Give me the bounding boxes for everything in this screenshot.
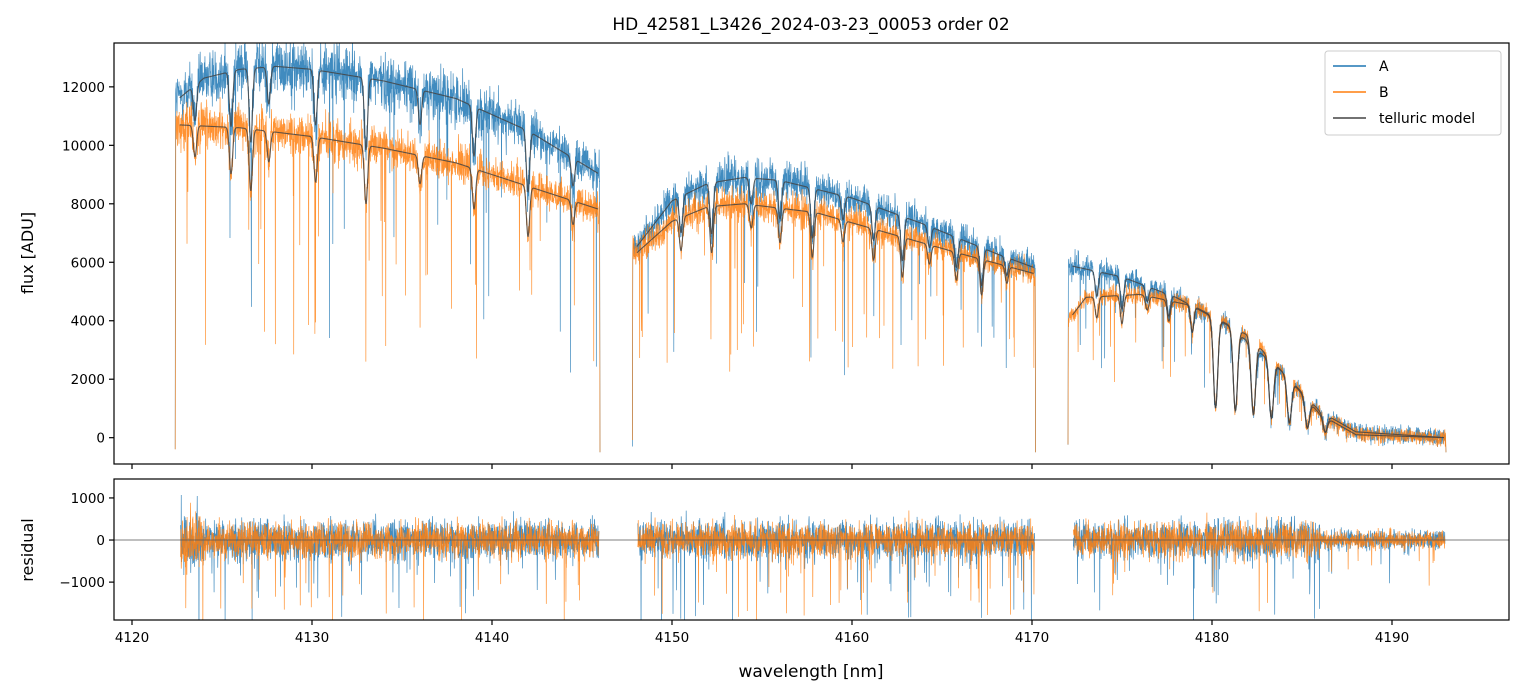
- spectrum-y-tick-label: 8000: [71, 197, 105, 213]
- x-tick-label: 4160: [835, 630, 869, 646]
- spectrum-y-tick-label: 6000: [71, 255, 105, 271]
- residual-y-axis-label: residual: [18, 518, 37, 581]
- residual-y-tick-label: 0: [96, 533, 105, 549]
- x-tick-label: 4140: [475, 630, 509, 646]
- x-tick-label: 4130: [295, 630, 329, 646]
- spectrum-y-tick-label: 0: [96, 431, 105, 447]
- legend-label-b: B: [1379, 85, 1389, 101]
- telluric-model-a-line: [179, 65, 1445, 439]
- x-tick-label: 4180: [1195, 630, 1229, 646]
- spectrum-y-axis-label: flux [ADU]: [18, 212, 37, 294]
- chart-title: HD_42581_L3426_2024-03-23_00053 order 02: [612, 15, 1009, 35]
- spectrum-y-tick-label: 12000: [62, 80, 105, 96]
- residual-panel: −1000 0 1000 4120 4130 4140 4150 4160 4170 4180 4…: [18, 478, 1510, 682]
- telluric-model-b-line: [179, 124, 1445, 439]
- spectrum-y-tick-label: 2000: [71, 372, 105, 388]
- residual-axes-frame: [113, 478, 1510, 621]
- x-tick-label: 4170: [1015, 630, 1049, 646]
- spectrum-y-tick-label: 4000: [71, 314, 105, 330]
- x-tick-label: 4150: [655, 630, 689, 646]
- legend-frame: [1324, 50, 1502, 136]
- x-tick-label: 4120: [115, 630, 149, 646]
- spectrum-panel: 0 2000 4000 6000 8000 10000 12000 flux [ADU] A…: [18, 42, 1510, 469]
- legend-label-telluric: telluric model: [1379, 111, 1475, 127]
- x-axis-label: wavelength [nm]: [738, 662, 883, 682]
- residual-y-tick-label: −1000: [59, 575, 105, 591]
- x-tick-label: 4190: [1375, 630, 1409, 646]
- spectrum-y-tick-label: 10000: [62, 138, 105, 154]
- legend-label-a: A: [1379, 59, 1389, 75]
- residual-b-line: [180, 502, 1446, 620]
- residual-y-tick-label: 1000: [71, 491, 105, 507]
- spectrum-axes-frame: [113, 42, 1510, 465]
- legend: A B telluric model: [1324, 50, 1502, 136]
